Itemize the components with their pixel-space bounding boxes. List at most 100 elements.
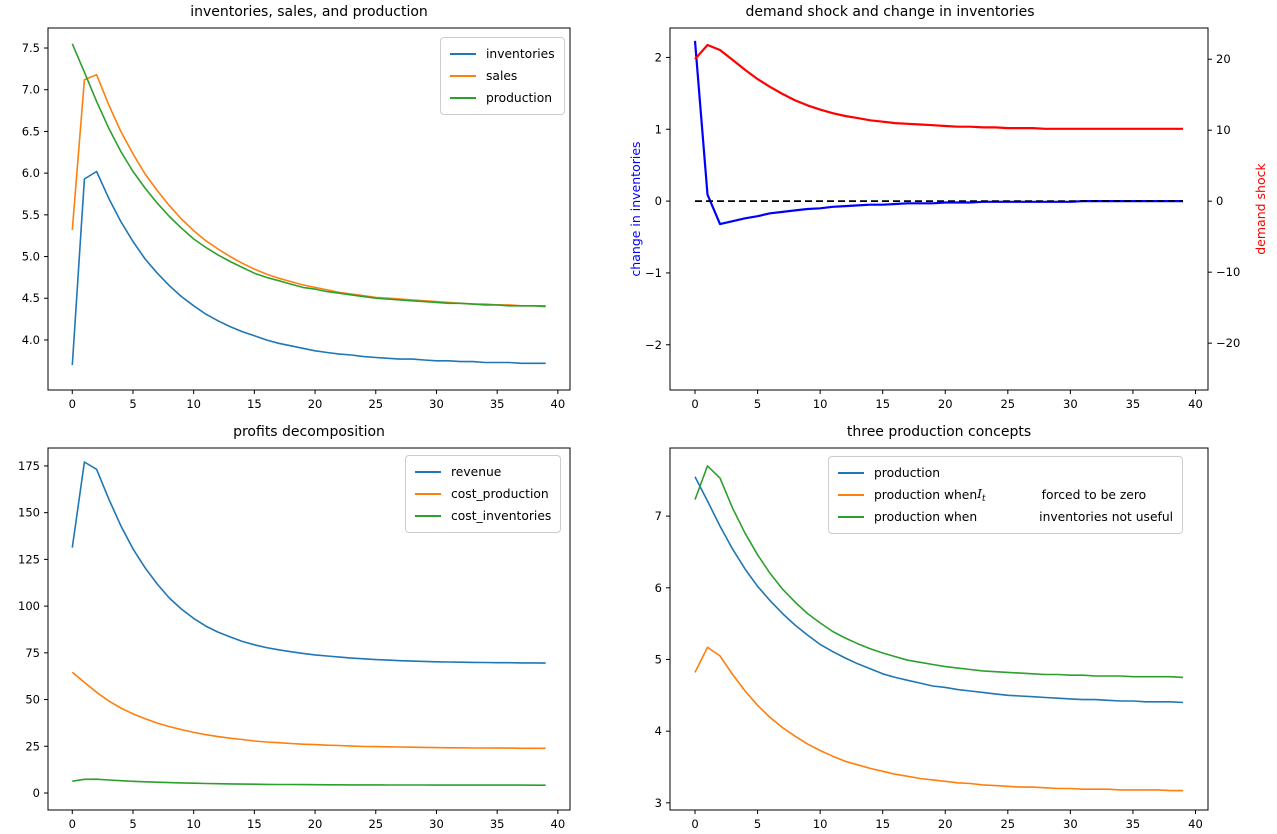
x-tick-label: 10 [813, 817, 828, 831]
x-tick-label: 25 [1000, 397, 1015, 411]
y-tick-right-label: 20 [1216, 52, 1231, 66]
legend-line-swatch [450, 52, 476, 56]
axes-spines [669, 27, 1209, 391]
legend-line-swatch [838, 515, 864, 519]
legend-label: cost_inventories [451, 509, 552, 523]
legend-label: production when [874, 488, 978, 502]
axes-spines [669, 447, 1209, 811]
x-tick-label: 35 [490, 817, 505, 831]
x-tick-label: 30 [1063, 397, 1078, 411]
series-production [71, 43, 546, 308]
x-tick-label: 5 [754, 397, 761, 411]
subplot-inventories-sales-production: 0 5 10 15 20 25 30 35 40 4.0 4.5 5.0 5.5 6.0 6.5 7.0 7.5 [22, 27, 571, 411]
legend-math-symbol: It [977, 486, 986, 504]
y-tick-label: 6.0 [22, 166, 40, 180]
x-tick-label: 15 [875, 397, 890, 411]
legend-label: cost_production [451, 487, 549, 501]
legend-inventories-sales-production: inventories sales production [440, 37, 565, 115]
plot-title-profits-decomposition: profits decomposition [233, 424, 385, 440]
plot-title-three-production-concepts: three production concepts [846, 424, 1032, 440]
x-tick-label: 5 [129, 817, 136, 831]
x-tick-label: 10 [186, 817, 201, 831]
y-tick-label: 5.5 [22, 208, 40, 222]
x-tick-label: 20 [308, 817, 323, 831]
y-tick-label: 3 [655, 796, 662, 810]
x-tick-label: 0 [69, 817, 76, 831]
legend-label: inventories [486, 47, 555, 61]
legend-entry: production when inventories not useful [838, 506, 1173, 528]
legend-line-swatch [838, 471, 864, 475]
series-cost_production [71, 671, 546, 750]
y-axis-label-demand-shock: demand shock [1253, 163, 1268, 255]
x-tick-label: 25 [368, 817, 383, 831]
legend-label: sales [486, 69, 518, 83]
legend-entry: production [838, 462, 1173, 484]
x-tick-label: 0 [691, 397, 698, 411]
y-tick-right-label: −20 [1216, 336, 1240, 350]
legend-line-swatch [838, 493, 864, 497]
plot-title-inventories-sales-production: inventories, sales, and production [190, 4, 428, 20]
y-tick-label: 0 [655, 194, 662, 208]
y-tick-label: 2 [655, 50, 662, 64]
x-tick-label: 20 [938, 397, 953, 411]
legend-entry: revenue [415, 461, 551, 483]
series-cost_inventories [72, 778, 546, 786]
y-tick-label: 150 [18, 506, 40, 520]
y-tick-label: 6 [655, 581, 662, 595]
y-tick-label: 6.5 [22, 124, 40, 138]
y-tick-label: −2 [645, 338, 662, 352]
x-tick-label: 40 [1188, 397, 1203, 411]
legend-entry: inventories [450, 43, 555, 65]
plot-title-demand-shock-and-change-in-inventories: demand shock and change in inventories [745, 4, 1035, 20]
y-tick-right-label: 0 [1216, 194, 1223, 208]
series-production-when-It-forced-to-be-zero [694, 646, 1183, 792]
x-tick-label: 10 [186, 397, 201, 411]
x-tick-label: 35 [1126, 817, 1141, 831]
y-tick-label: 4.5 [22, 291, 40, 305]
x-tick-label: 20 [938, 817, 953, 831]
legend-label: production when [874, 510, 978, 524]
legend-line-swatch [415, 514, 441, 518]
subplot-three-production-concepts: 0 5 10 15 20 25 30 35 40 3 4 5 6 7 [655, 447, 1209, 831]
legend-label: forced to be zero [1041, 488, 1147, 502]
x-tick-label: 40 [1188, 817, 1203, 831]
x-tick-label: 25 [1000, 817, 1015, 831]
series-inventories [71, 170, 546, 366]
y-tick-label: 0 [33, 786, 40, 800]
y-tick-label: −1 [645, 266, 662, 280]
y-tick-right-label: 10 [1216, 123, 1231, 137]
series-demand-shock [694, 43, 1183, 130]
legend-entry: sales [450, 65, 555, 87]
x-tick-label: 35 [490, 397, 505, 411]
series-production-when-inventories-not-useful [694, 465, 1184, 679]
y-tick-label: 7.5 [22, 41, 40, 55]
x-tick-label: 5 [129, 397, 136, 411]
x-tick-label: 15 [247, 817, 262, 831]
legend-entry: production [450, 87, 555, 109]
x-tick-label: 20 [308, 397, 323, 411]
y-tick-label: 4.0 [22, 333, 40, 347]
y-tick-label: 125 [18, 552, 40, 566]
y-tick-label: 4 [655, 724, 662, 738]
x-tick-label: 15 [247, 397, 262, 411]
x-tick-label: 15 [875, 817, 890, 831]
x-tick-label: 40 [551, 817, 566, 831]
x-tick-label: 30 [1063, 817, 1078, 831]
legend-three-production-concepts: production production when It forced to be… [828, 456, 1184, 534]
legend-line-swatch [450, 74, 476, 78]
x-tick-label: 35 [1126, 397, 1141, 411]
legend-label: revenue [451, 465, 502, 479]
legend-label: production [874, 466, 941, 480]
legend-label: production [486, 91, 553, 105]
y-tick-label: 75 [25, 646, 40, 660]
y-axis-label-change-in-inventories: change in inventories [628, 141, 643, 277]
legend-spacer [977, 517, 1039, 518]
y-tick-label: 5.0 [22, 250, 40, 264]
axes-spines [47, 27, 571, 391]
y-tick-label: 5 [655, 652, 662, 666]
x-tick-label: 25 [368, 397, 383, 411]
legend-profits-decomposition: revenue cost_production cost_inventories [405, 455, 562, 533]
legend-label: inventories not useful [1039, 510, 1174, 524]
